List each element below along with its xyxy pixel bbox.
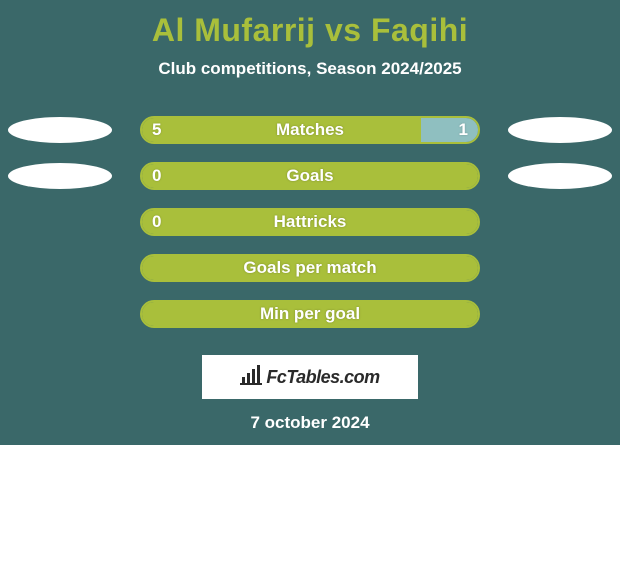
stat-bar-left-fill bbox=[142, 302, 478, 326]
stat-bar: Hattricks0 bbox=[140, 208, 480, 236]
stat-bar-left-fill bbox=[142, 164, 478, 188]
comparison-row: Goals per match bbox=[0, 245, 620, 291]
logo-text: FcTables.com bbox=[266, 367, 379, 388]
comparison-row: Hattricks0 bbox=[0, 199, 620, 245]
player-right-marker bbox=[508, 163, 612, 189]
page-title: Al Mufarrij vs Faqihi bbox=[0, 0, 620, 49]
player-left-marker bbox=[8, 117, 112, 143]
stat-bar-right-fill bbox=[421, 118, 478, 142]
player-right-marker bbox=[508, 117, 612, 143]
stat-bar-left-fill bbox=[142, 256, 478, 280]
bar-chart-icon bbox=[240, 365, 262, 390]
subtitle: Club competitions, Season 2024/2025 bbox=[0, 59, 620, 79]
comparison-card: Al Mufarrij vs Faqihi Club competitions,… bbox=[0, 0, 620, 445]
stat-bar: Goals0 bbox=[140, 162, 480, 190]
player-left-marker bbox=[8, 163, 112, 189]
stat-bar: Min per goal bbox=[140, 300, 480, 328]
comparison-rows: Matches51 Goals0 Hattricks0 Goals per match… bbox=[0, 107, 620, 337]
stat-bar-left-fill bbox=[142, 118, 421, 142]
stat-bar: Goals per match bbox=[140, 254, 480, 282]
logo-box: FcTables.com bbox=[202, 355, 418, 399]
comparison-row: Goals0 bbox=[0, 153, 620, 199]
stat-bar: Matches51 bbox=[140, 116, 480, 144]
comparison-row: Min per goal bbox=[0, 291, 620, 337]
stat-bar-left-fill bbox=[142, 210, 478, 234]
comparison-row: Matches51 bbox=[0, 107, 620, 153]
date-label: 7 october 2024 bbox=[0, 413, 620, 433]
